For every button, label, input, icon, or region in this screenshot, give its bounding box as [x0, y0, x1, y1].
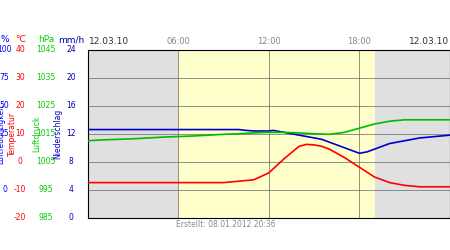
Text: Niederschlag: Niederschlag — [54, 108, 63, 159]
Text: %: % — [0, 36, 9, 44]
Text: 30: 30 — [15, 74, 25, 82]
Text: 0: 0 — [68, 213, 73, 222]
Text: -20: -20 — [14, 213, 27, 222]
Text: 75: 75 — [0, 74, 9, 82]
Text: 50: 50 — [0, 101, 9, 110]
Text: 25: 25 — [0, 129, 9, 138]
Text: 12:00: 12:00 — [257, 37, 281, 46]
Text: 1045: 1045 — [36, 46, 56, 54]
Text: Luftdruck: Luftdruck — [32, 116, 41, 152]
Bar — [178, 50, 374, 217]
Text: 1035: 1035 — [36, 74, 56, 82]
Text: 1005: 1005 — [36, 157, 56, 166]
Text: Luftfeuchtigkeit: Luftfeuchtigkeit — [0, 104, 5, 164]
Text: 12.03.10: 12.03.10 — [409, 37, 449, 46]
Text: °C: °C — [15, 36, 26, 44]
Text: 06:00: 06:00 — [166, 37, 190, 46]
Text: 16: 16 — [66, 101, 76, 110]
Text: 995: 995 — [39, 185, 54, 194]
Text: 1015: 1015 — [36, 129, 56, 138]
Text: -10: -10 — [14, 185, 27, 194]
Text: 0: 0 — [2, 185, 7, 194]
Text: 12: 12 — [66, 129, 76, 138]
Text: 20: 20 — [15, 101, 25, 110]
Text: 20: 20 — [66, 74, 76, 82]
Text: 0: 0 — [18, 157, 23, 166]
Text: 24: 24 — [66, 46, 76, 54]
Text: 10: 10 — [15, 129, 25, 138]
Text: 12.03.10: 12.03.10 — [89, 37, 129, 46]
Text: Erstellt: 08.01.2012 20:36: Erstellt: 08.01.2012 20:36 — [176, 220, 275, 229]
Text: 985: 985 — [39, 213, 54, 222]
Text: 100: 100 — [0, 46, 12, 54]
Text: 8: 8 — [69, 157, 73, 166]
Text: 40: 40 — [15, 46, 25, 54]
Text: mm/h: mm/h — [58, 36, 84, 44]
Text: Temperatur: Temperatur — [8, 112, 17, 156]
Text: 4: 4 — [68, 185, 73, 194]
Text: 18:00: 18:00 — [347, 37, 371, 46]
Text: 1025: 1025 — [36, 101, 56, 110]
Text: hPa: hPa — [38, 36, 54, 44]
